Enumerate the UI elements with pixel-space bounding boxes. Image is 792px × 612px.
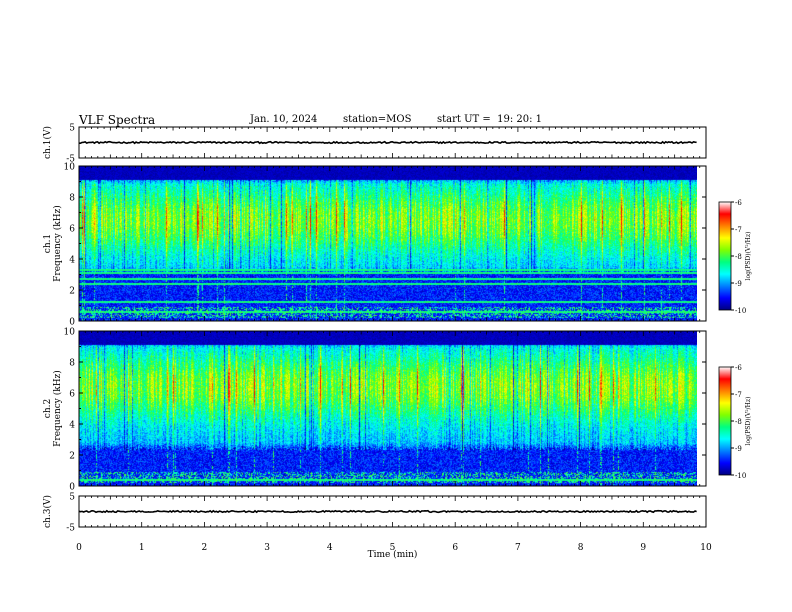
y-tick-label: 5 (69, 124, 75, 134)
y-tick-label: 4 (69, 421, 75, 431)
chart-title: VLF Spectra (79, 113, 156, 127)
start-time-label: start UT = 19: 20: 1 (437, 114, 543, 125)
y-axis-label: Frequency (kHz) (52, 370, 63, 447)
waveform-line-ch1 (79, 140, 697, 145)
x-tick-label: 6 (452, 543, 458, 553)
y-tick-label: 8 (69, 359, 75, 369)
colorbar-tick-label: -9 (735, 280, 742, 288)
x-tick-label: 7 (515, 543, 521, 553)
colorbar-tick-label: -7 (735, 226, 742, 234)
x-tick-label: 5 (390, 543, 396, 553)
colorbar-tick-label: -10 (735, 472, 746, 480)
y-tick-label: 10 (64, 328, 76, 338)
colorbar-tick-label: -8 (735, 253, 742, 261)
colorbar-tick-label: -10 (735, 307, 746, 315)
y-tick-label: -5 (66, 524, 75, 534)
colorbar-tick-label: -6 (735, 199, 742, 207)
y-axis-label: ch.1 (43, 234, 53, 253)
y-axis-label: ch.1(V) (42, 126, 53, 159)
x-tick-label: 8 (578, 543, 584, 553)
y-tick-label: 8 (69, 194, 75, 204)
y-tick-label: 6 (69, 390, 75, 400)
colorbar (718, 201, 732, 311)
y-tick-label: 10 (64, 163, 76, 173)
colorbar-tick-label: -9 (735, 445, 742, 453)
spectrogram-ch1 (79, 166, 697, 321)
x-tick-label: 1 (139, 543, 145, 553)
spectrogram-ch2 (79, 331, 697, 486)
y-axis-label: ch.3(V) (42, 495, 53, 528)
y-tick-label: 2 (69, 287, 75, 297)
y-tick-label: -5 (66, 155, 75, 165)
y-tick-label: 2 (69, 452, 75, 462)
colorbar-tick-label: -6 (735, 364, 742, 372)
x-tick-label: 2 (202, 543, 208, 553)
x-tick-label: 9 (640, 543, 646, 553)
date-label: Jan. 10, 2024 (250, 114, 318, 125)
waveform-line-ch3 (78, 509, 697, 514)
x-tick-label: 0 (76, 543, 82, 553)
colorbar-tick-label: -8 (735, 418, 742, 426)
x-tick-label: 4 (327, 543, 333, 553)
y-tick-label: 6 (69, 225, 75, 235)
x-tick-label: 3 (264, 543, 270, 553)
y-axis-label: ch.2 (43, 399, 53, 418)
y-tick-label: 0 (69, 318, 75, 328)
y-axis-label: Frequency (kHz) (52, 205, 63, 282)
colorbar-label: log(PSD)(V²/Hz) (745, 232, 752, 281)
y-tick-label: 4 (69, 256, 75, 266)
colorbar (718, 366, 732, 476)
x-axis-label: Time (min) (368, 549, 418, 560)
colorbar-label: log(PSD)(V²/Hz) (745, 397, 752, 446)
colorbar-tick-label: -7 (735, 391, 742, 399)
station-label: station=MOS (343, 114, 412, 125)
y-tick-label: 5 (69, 493, 75, 503)
y-tick-label: 0 (69, 483, 75, 493)
x-tick-label: 10 (700, 543, 712, 553)
